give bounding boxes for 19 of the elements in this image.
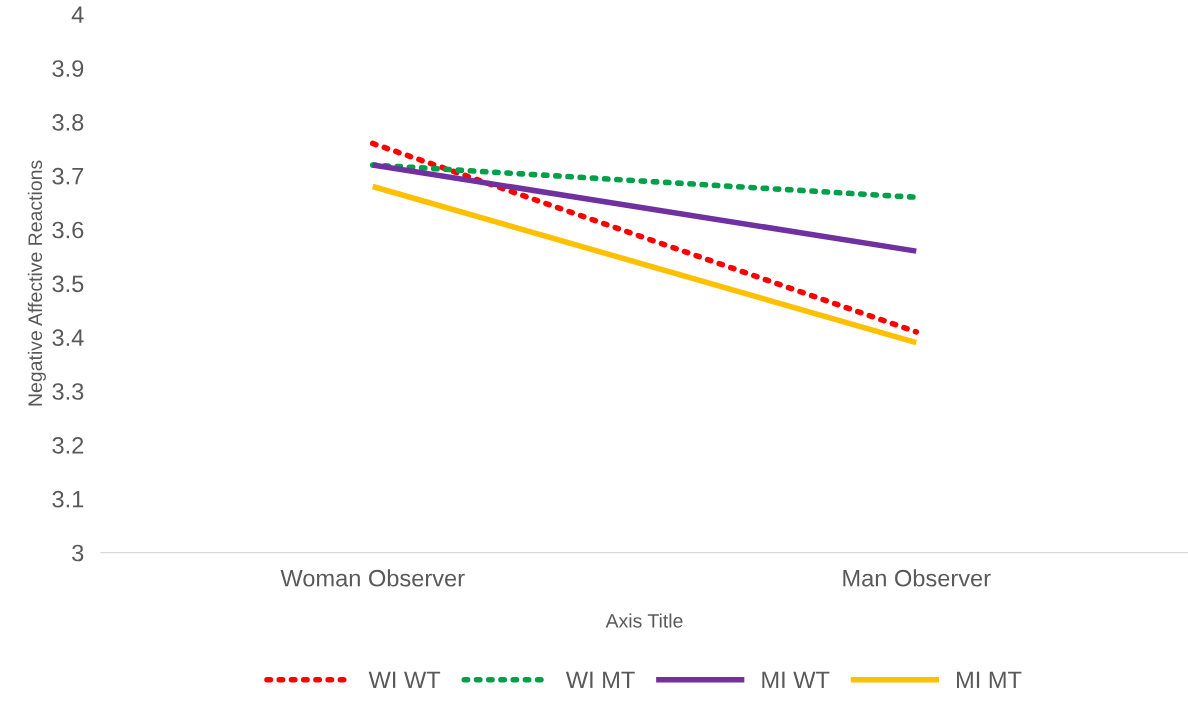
y-tick-label: 3.6: [52, 221, 84, 239]
legend-label: WI WT: [368, 671, 441, 688]
x-tick-label: Woman Observer: [280, 569, 465, 587]
legend-label: MI MT: [957, 671, 1022, 688]
y-axis-title: Negative Affective Reactions: [27, 160, 46, 406]
y-tick-label: 3.7: [52, 167, 84, 185]
y-tick-label: 3.8: [52, 113, 84, 131]
y-tick-label: 3.4: [52, 329, 84, 347]
y-tick-label: 3.9: [52, 60, 84, 77]
y-tick-label: 4: [71, 6, 84, 23]
y-tick-label: 3.5: [52, 275, 84, 293]
x-tick-label: Man Observer: [843, 569, 991, 587]
legend-label: MI WT: [762, 671, 830, 688]
y-tick-label: 3.1: [52, 490, 84, 508]
x-axis-title: Axis Title: [605, 613, 683, 628]
y-tick-label: 3: [72, 544, 84, 562]
y-tick-label: 3.2: [52, 436, 84, 454]
legend-label: WI MT: [565, 671, 635, 688]
y-tick-label: 3.3: [52, 383, 84, 400]
